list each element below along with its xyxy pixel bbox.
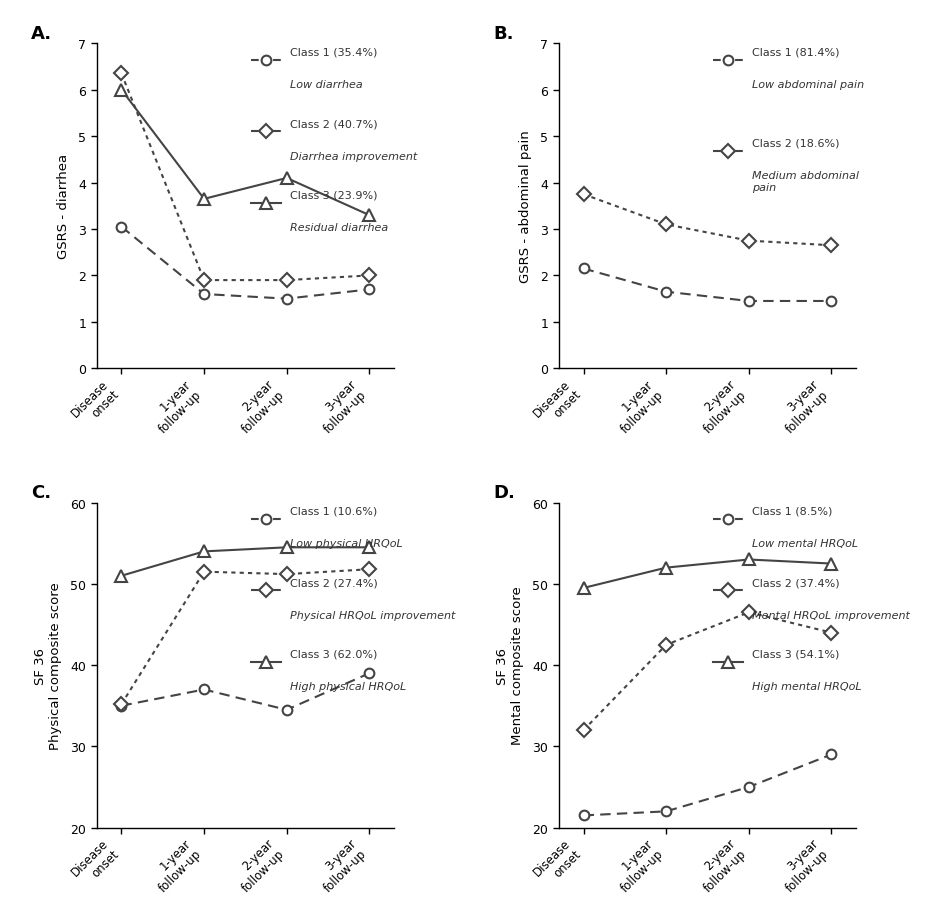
Text: Class 1 (81.4%): Class 1 (81.4%) xyxy=(752,48,840,58)
Text: Class 2 (40.7%): Class 2 (40.7%) xyxy=(290,119,377,129)
Text: High physical HRQoL: High physical HRQoL xyxy=(290,682,406,692)
Y-axis label: GSRS - diarrhea: GSRS - diarrhea xyxy=(57,154,70,259)
Text: Medium abdominal
pain: Medium abdominal pain xyxy=(752,171,859,192)
Text: C.: C. xyxy=(31,483,52,502)
Text: A.: A. xyxy=(31,25,53,43)
Text: Physical HRQoL improvement: Physical HRQoL improvement xyxy=(290,610,455,620)
Text: Residual diarrhea: Residual diarrhea xyxy=(290,222,388,233)
Text: Class 3 (23.9%): Class 3 (23.9%) xyxy=(290,190,377,200)
Text: Low mental HRQoL: Low mental HRQoL xyxy=(752,539,858,549)
Y-axis label: GSRS - abdominal pain: GSRS - abdominal pain xyxy=(519,130,532,283)
Text: D.: D. xyxy=(493,483,515,502)
Text: Mental HRQoL improvement: Mental HRQoL improvement xyxy=(752,610,910,620)
Text: Class 1 (8.5%): Class 1 (8.5%) xyxy=(752,506,832,516)
Text: Class 3 (54.1%): Class 3 (54.1%) xyxy=(752,649,840,659)
Y-axis label: SF 36
Physical composite score: SF 36 Physical composite score xyxy=(34,582,62,749)
Text: Low physical HRQoL: Low physical HRQoL xyxy=(290,539,402,549)
Text: Low diarrhea: Low diarrhea xyxy=(290,80,363,90)
Text: B.: B. xyxy=(493,25,514,43)
Text: Class 3 (62.0%): Class 3 (62.0%) xyxy=(290,649,377,659)
Text: Class 1 (10.6%): Class 1 (10.6%) xyxy=(290,506,377,516)
Text: Diarrhea improvement: Diarrhea improvement xyxy=(290,152,417,162)
Text: Low abdominal pain: Low abdominal pain xyxy=(752,80,864,90)
Y-axis label: SF 36
Mental composite score: SF 36 Mental composite score xyxy=(496,586,524,744)
Text: High mental HRQoL: High mental HRQoL xyxy=(752,682,862,692)
Text: Class 2 (18.6%): Class 2 (18.6%) xyxy=(752,139,840,148)
Text: Class 2 (37.4%): Class 2 (37.4%) xyxy=(752,578,840,588)
Text: Class 1 (35.4%): Class 1 (35.4%) xyxy=(290,48,377,58)
Text: Class 2 (27.4%): Class 2 (27.4%) xyxy=(290,578,377,588)
